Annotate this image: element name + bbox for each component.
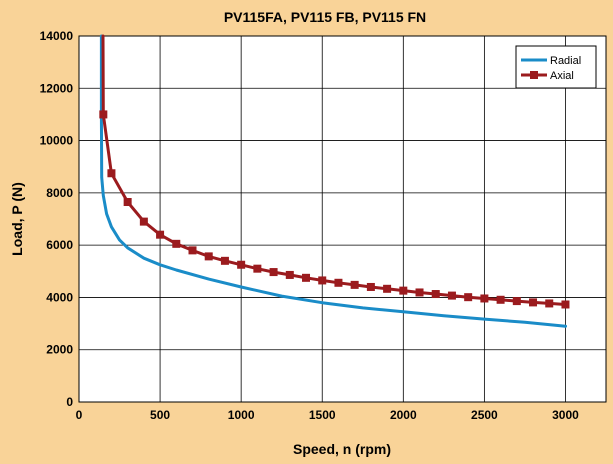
- data-point-axial: [561, 300, 570, 309]
- data-point-axial: [431, 290, 440, 299]
- data-point-axial: [366, 282, 375, 291]
- y-tick-label: 4000: [46, 290, 73, 304]
- data-point-axial: [512, 297, 521, 306]
- data-point-axial: [285, 270, 294, 279]
- plot-area: [78, 35, 607, 403]
- grid: [79, 36, 606, 402]
- x-tick-label: 1500: [309, 408, 336, 422]
- data-point-axial: [188, 246, 197, 255]
- legend-marker-axial: [530, 71, 538, 79]
- series-line-radial: [99, 34, 567, 328]
- data-point-axial: [399, 286, 408, 295]
- x-tick-label: 2500: [471, 408, 498, 422]
- data-point-axial: [99, 110, 108, 119]
- legend-label-radial: Radial: [550, 55, 581, 67]
- data-point-axial: [220, 256, 229, 265]
- data-point-axial: [204, 252, 213, 261]
- y-tick-label: 10000: [40, 134, 74, 148]
- y-tick-label: 0: [66, 395, 73, 409]
- y-tick-label: 6000: [46, 238, 73, 252]
- data-point-axial: [107, 169, 116, 178]
- data-point-axial: [529, 298, 538, 307]
- data-point-axial: [237, 260, 246, 269]
- series-layer: [99, 34, 570, 328]
- x-tick-label: 3000: [552, 408, 579, 422]
- data-point-axial: [253, 264, 262, 273]
- y-axis-title: Load, P (N): [9, 182, 25, 256]
- data-point-axial: [318, 276, 327, 285]
- x-tick-label: 1000: [228, 408, 255, 422]
- y-tick-label: 8000: [46, 186, 73, 200]
- data-point-axial: [156, 230, 165, 239]
- data-point-axial: [545, 299, 554, 308]
- y-tick-label: 14000: [40, 29, 74, 43]
- data-point-axial: [123, 198, 132, 207]
- data-point-axial: [480, 294, 489, 303]
- x-tick-label: 0: [76, 408, 83, 422]
- legend: Radial Axial: [515, 45, 597, 89]
- data-point-axial: [464, 293, 473, 302]
- legend-label-axial: Axial: [550, 70, 574, 82]
- data-point-axial: [350, 280, 359, 289]
- data-point-axial: [447, 291, 456, 300]
- data-point-axial: [302, 273, 311, 282]
- data-point-axial: [172, 239, 181, 248]
- legend-box: [515, 45, 597, 89]
- data-point-axial: [269, 268, 278, 277]
- data-point-axial: [139, 217, 148, 226]
- chart-title: PV115FA, PV115 FB, PV115 FN: [224, 9, 426, 25]
- data-point-axial: [383, 284, 392, 293]
- tick-labels: 0 500 1000 1500 2000 2500 3000 0 2000 4000 6000 800…: [40, 29, 580, 422]
- x-axis-title: Speed, n (rpm): [293, 441, 391, 457]
- x-tick-label: 500: [150, 408, 170, 422]
- data-point-axial: [415, 288, 424, 297]
- y-tick-label: 2000: [46, 343, 73, 357]
- x-tick-label: 2000: [390, 408, 417, 422]
- data-point-axial: [334, 278, 343, 287]
- data-point-axial: [496, 295, 505, 304]
- y-tick-label: 12000: [40, 81, 74, 95]
